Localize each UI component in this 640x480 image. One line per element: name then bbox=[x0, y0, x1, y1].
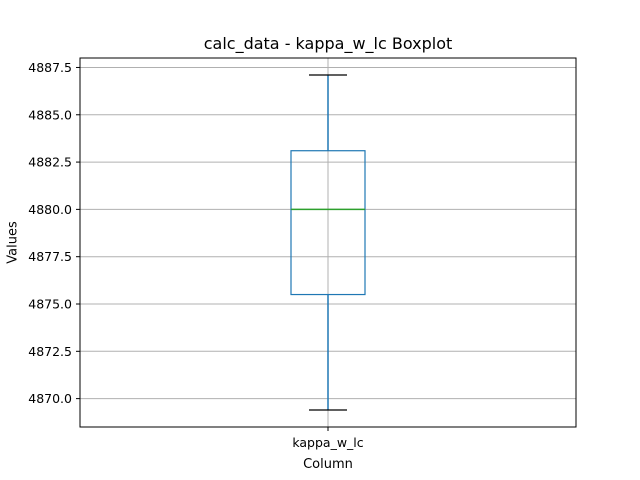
y-tick-label: 4872.5 bbox=[28, 344, 72, 359]
y-tick-label: 4880.0 bbox=[28, 202, 72, 217]
y-tick-label: 4887.5 bbox=[28, 60, 72, 75]
y-tick-label: 4875.0 bbox=[28, 297, 72, 312]
x-axis-label: Column bbox=[303, 457, 353, 472]
box-layer bbox=[290, 74, 366, 411]
y-tick-label: 4882.5 bbox=[28, 155, 72, 170]
y-axis-label: Values bbox=[6, 221, 21, 264]
y-tick-label: 4870.0 bbox=[28, 391, 72, 406]
box-iqr bbox=[290, 150, 366, 296]
x-tick-label: kappa_w_lc bbox=[292, 435, 363, 450]
chart-title: calc_data - kappa_w_lc Boxplot bbox=[204, 34, 453, 54]
y-tick-label: 4877.5 bbox=[28, 249, 72, 264]
y-tick-label: 4885.0 bbox=[28, 107, 72, 122]
tick-layer: 4870.0 4872.5 4875.0 4877.5 4880.0 4882.5 4885… bbox=[28, 60, 364, 450]
